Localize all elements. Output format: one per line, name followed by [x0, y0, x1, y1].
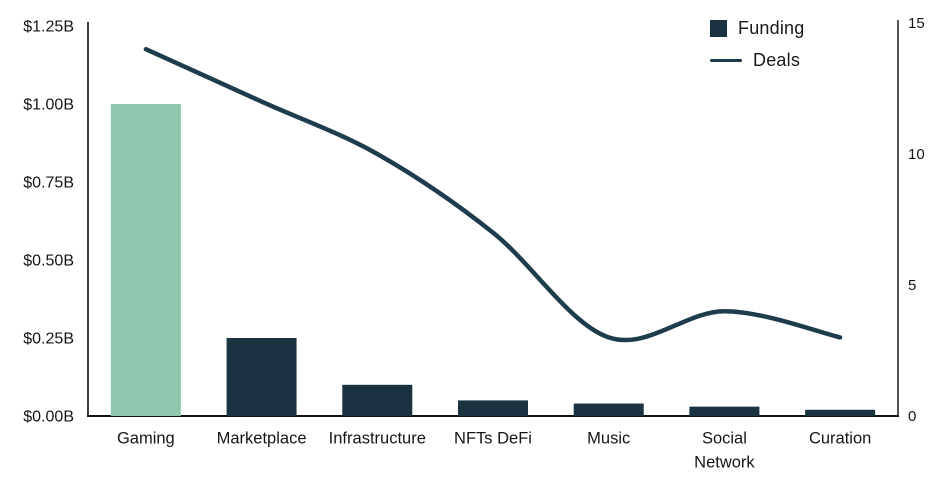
- left-axis-tick-label: $0.00B: [23, 409, 74, 426]
- x-axis-category-label: Gaming: [117, 430, 175, 448]
- left-axis-tick-label: $1.25B: [23, 19, 74, 36]
- x-axis-category-label: Marketplace: [217, 430, 307, 448]
- right-axis-tick-label: 5: [908, 277, 916, 294]
- x-axis-category-label: Music: [587, 430, 630, 448]
- bar-curation: [805, 409, 876, 416]
- left-axis-tick-label: $0.50B: [23, 253, 74, 270]
- x-axis-category-label: NFTs DeFi: [454, 430, 532, 448]
- bar-infrastructure: [342, 384, 413, 416]
- deals-line-swatch-icon: [710, 58, 742, 63]
- x-axis-category-label: Curation: [809, 430, 871, 448]
- x-axis-category-label: Infrastructure: [329, 430, 426, 448]
- legend-item-funding: Funding: [710, 18, 804, 39]
- legend: Funding Deals: [710, 18, 804, 71]
- bar-marketplace: [226, 338, 297, 416]
- bar-music: [573, 403, 644, 416]
- legend-label-funding: Funding: [738, 18, 805, 38]
- x-axis-category-label: Social: [702, 430, 747, 448]
- left-axis-tick-label: $0.25B: [23, 331, 74, 348]
- left-axis-tick-label: $0.75B: [23, 175, 74, 192]
- deals-line: [143, 46, 843, 343]
- bar-nfts-defi: [458, 400, 528, 416]
- legend-label-deals: Deals: [753, 50, 801, 70]
- funding-square-swatch-icon: [710, 20, 727, 37]
- bar-gaming: [110, 104, 181, 416]
- left-axis-tick-label: $1.00B: [23, 97, 74, 114]
- right-axis-tick-label: 15: [908, 15, 925, 32]
- legend-item-deals: Deals: [710, 50, 804, 71]
- x-axis-category-label: Network: [694, 454, 755, 472]
- bar-social-network: [689, 406, 760, 416]
- right-axis-tick-label: 0: [908, 408, 916, 425]
- right-axis-tick-label: 10: [908, 146, 925, 163]
